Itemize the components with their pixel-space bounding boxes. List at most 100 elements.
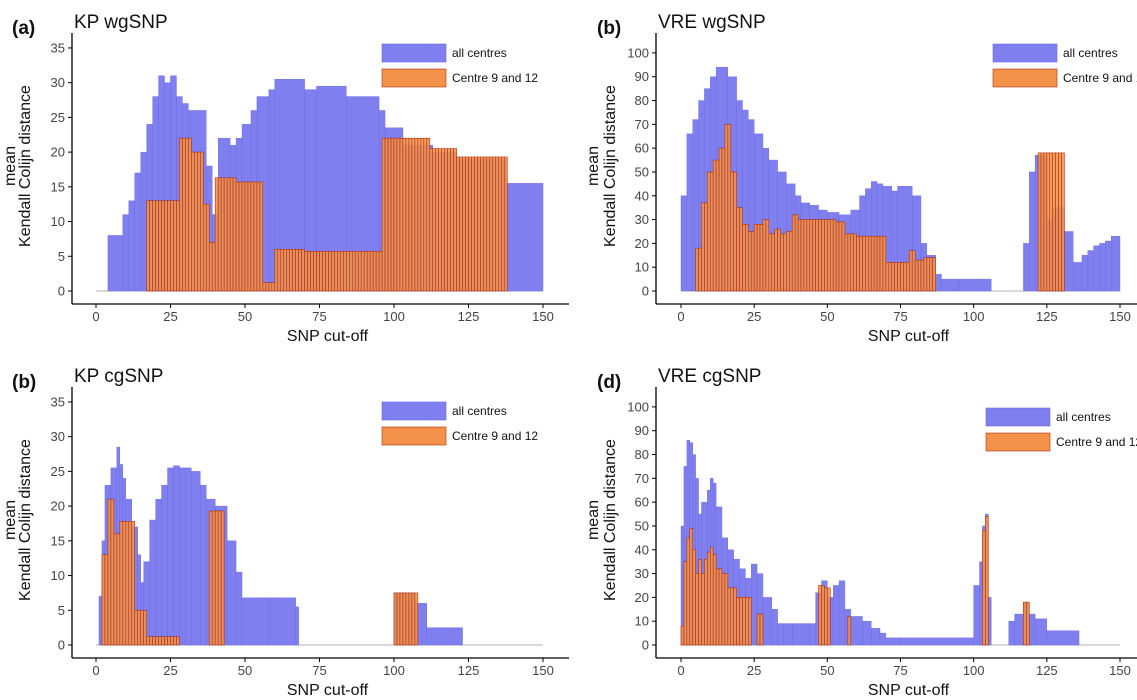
x-tick-label: 50 (820, 663, 834, 678)
chart-panel-1: 0 5 10 15 20 25 30 35 0 25 50 75 100 125 150 SNP cut-of… (2, 12, 569, 345)
x-tick-label: 100 (383, 309, 405, 324)
bar-centre-9-12 (750, 231, 755, 292)
bar-all-centres (241, 597, 270, 646)
bar-centre-9-12 (715, 159, 720, 292)
panel-title: VRE cgSNP (658, 366, 761, 387)
bar-all-centres (792, 623, 810, 646)
bar-centre-9-12 (310, 251, 314, 292)
bar-centre-9-12 (343, 251, 347, 292)
bar-centre-9-12 (244, 181, 249, 292)
bar-centre-9-12 (468, 156, 472, 292)
bar-centre-9-12 (829, 219, 834, 292)
bar-all-centres (973, 585, 980, 646)
y-tick-label: 0 (642, 638, 649, 653)
bar-centre-9-12 (274, 249, 279, 292)
bar-centre-9-12 (917, 259, 922, 292)
bar-centre-9-12 (372, 251, 377, 292)
bar-centre-9-12 (462, 156, 466, 292)
bar-centre-9-12 (888, 262, 893, 292)
bar-centre-9-12 (821, 585, 825, 646)
y-tick-label: 35 (51, 394, 65, 409)
bar-centre-9-12 (399, 592, 404, 646)
bar-centre-9-12 (486, 156, 490, 292)
bar-centre-9-12 (832, 219, 837, 292)
bar-centre-9-12 (161, 636, 165, 646)
bar-centre-9-12 (911, 250, 916, 292)
bar-centre-9-12 (715, 568, 720, 646)
y-tick-label: 20 (51, 499, 65, 514)
bar-centre-9-12 (328, 251, 332, 292)
y-tick-label: 60 (635, 141, 649, 156)
bar-centre-9-12 (408, 592, 413, 646)
bar-centre-9-12 (492, 156, 496, 292)
bar-centre-9-12 (384, 137, 389, 292)
bar-centre-9-12 (821, 219, 825, 292)
bar-all-centres (107, 235, 124, 292)
bar-centre-9-12 (331, 251, 335, 292)
bar-centre-9-12 (926, 257, 931, 292)
bar-all-centres (226, 540, 237, 646)
bar-centre-9-12 (856, 235, 860, 292)
panel-tag: (a) (12, 18, 35, 39)
bar-centre-9-12 (465, 156, 469, 292)
bar-centre-9-12 (104, 554, 109, 646)
bar-centre-9-12 (286, 249, 291, 292)
bar-all-centres (941, 278, 960, 292)
bar-all-centres (200, 485, 207, 646)
legend-swatch-all-centres (985, 407, 1051, 427)
bar-centre-9-12 (879, 235, 884, 292)
y-tick-label: 80 (635, 93, 649, 108)
bar-centre-9-12 (827, 587, 831, 646)
bar-centre-9-12 (742, 597, 746, 646)
bar-centre-9-12 (1055, 152, 1059, 292)
bar-centre-9-12 (304, 251, 308, 292)
bar-centre-9-12 (185, 137, 189, 292)
y-axis-title-line2: Kendall Colijn distance (602, 85, 619, 247)
bar-centre-9-12 (366, 251, 371, 292)
bar-centre-9-12 (155, 200, 159, 292)
bar-centre-9-12 (417, 137, 422, 292)
bar-centre-9-12 (280, 249, 285, 292)
bar-centre-9-12 (235, 181, 240, 292)
bar-centre-9-12 (503, 156, 508, 292)
bar-centre-9-12 (1061, 152, 1065, 292)
legend-label-all-centres: all centres (1056, 410, 1111, 424)
bar-centre-9-12 (381, 137, 386, 292)
x-tick-label: 100 (383, 663, 405, 678)
bar-centre-9-12 (736, 597, 740, 646)
bar-centre-9-12 (301, 249, 305, 292)
bar-centre-9-12 (780, 233, 784, 292)
y-tick-label: 80 (635, 447, 649, 462)
panel-title: VRE wgSNP (658, 12, 766, 33)
bar-centre-9-12 (238, 181, 243, 292)
bar-centre-9-12 (809, 219, 813, 292)
bar-all-centres (98, 596, 103, 646)
bar-centre-9-12 (727, 587, 732, 646)
bar-centre-9-12 (217, 510, 222, 646)
y-tick-label: 0 (642, 284, 649, 299)
y-axis-title-line1: mean (585, 500, 602, 540)
bar-all-centres (155, 498, 162, 646)
bar-centre-9-12 (701, 573, 705, 646)
legend-label-all-centres: all centres (1063, 46, 1118, 60)
bar-centre-9-12 (337, 251, 341, 292)
bar-centre-9-12 (435, 148, 440, 292)
bar-all-centres (686, 133, 693, 292)
y-axis-title-line2: Kendall Colijn distance (17, 85, 34, 247)
bar-centre-9-12 (125, 521, 130, 646)
bar-centre-9-12 (704, 558, 708, 646)
bar-centre-9-12 (1058, 152, 1062, 292)
y-tick-label: 10 (51, 214, 65, 229)
bar-centre-9-12 (824, 219, 828, 292)
bar-centre-9-12 (929, 257, 933, 292)
bar-centre-9-12 (152, 636, 156, 646)
legend-label-centre-9-12: Centre 9 and 12 (452, 429, 538, 443)
bar-centre-9-12 (777, 228, 781, 292)
bar-centre-9-12 (818, 585, 822, 646)
bar-centre-9-12 (753, 224, 758, 292)
bar-centre-9-12 (920, 259, 925, 292)
bar-centre-9-12 (812, 219, 816, 292)
bar-all-centres (128, 200, 135, 292)
bar-centre-9-12 (259, 181, 264, 292)
panel-title: KP cgSNP (74, 366, 163, 387)
